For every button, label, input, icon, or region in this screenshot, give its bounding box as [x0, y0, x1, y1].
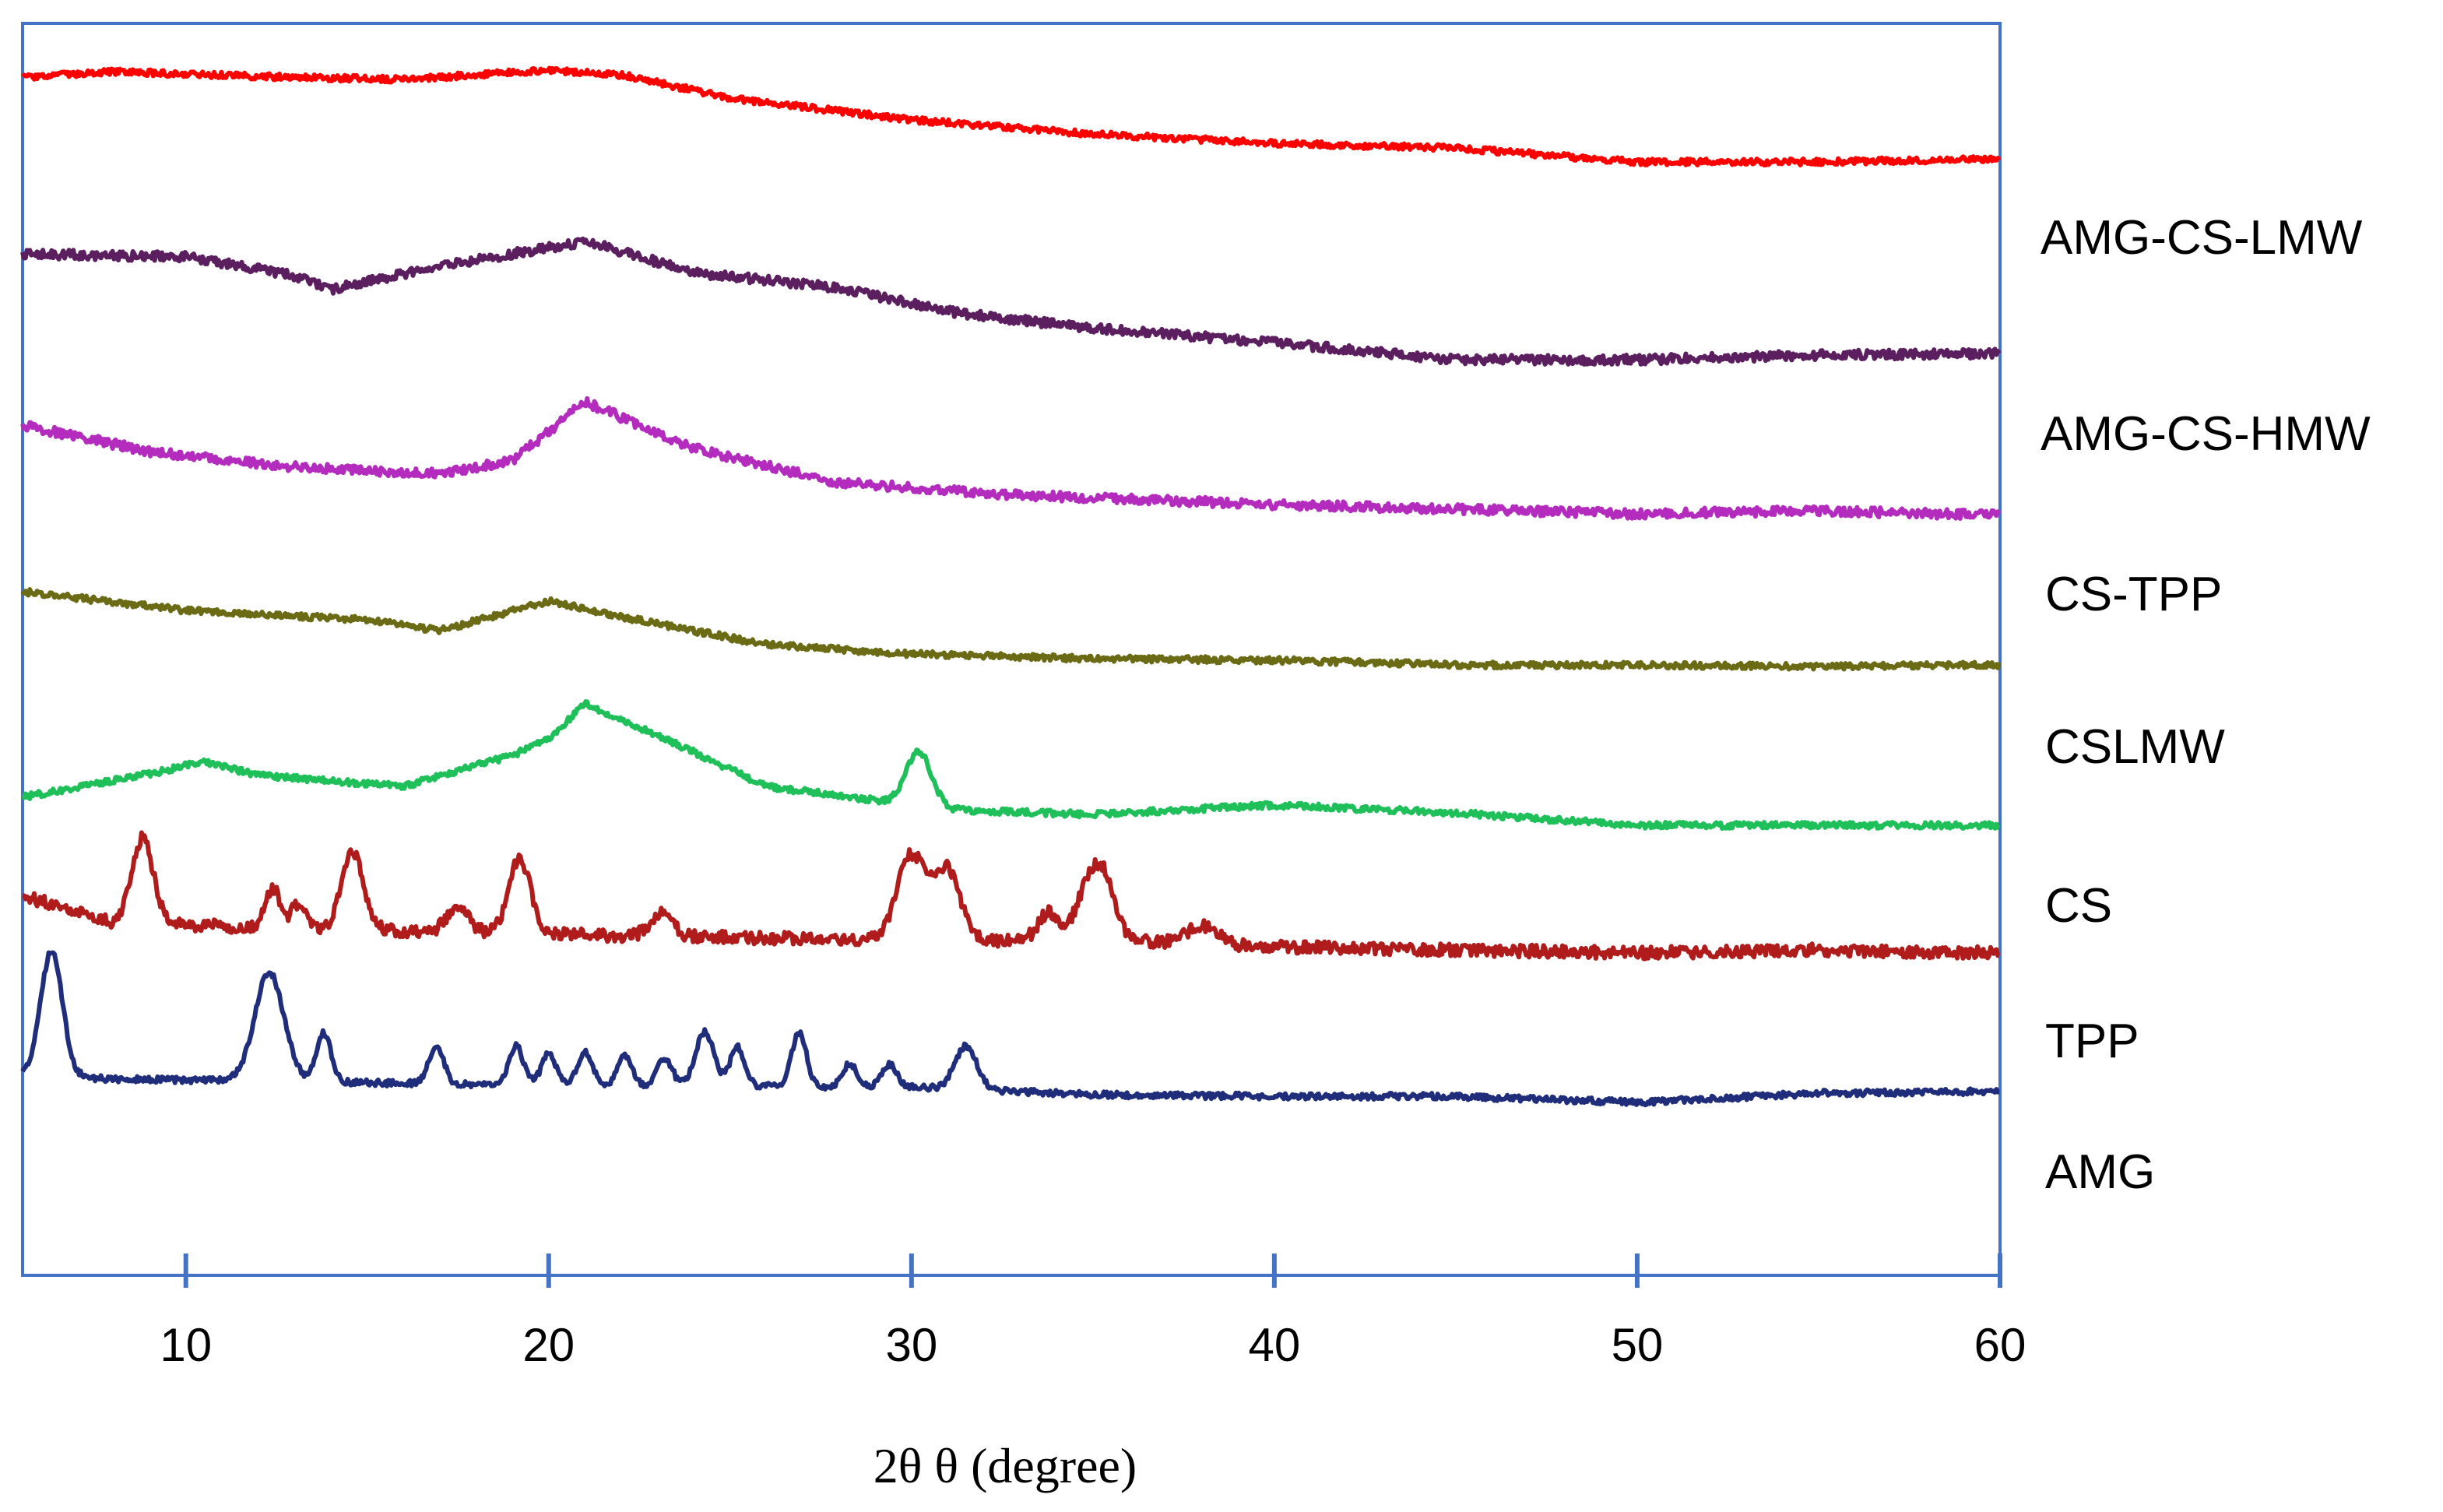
legend-label-cslmw: CSLMW [2045, 720, 2225, 774]
x-tick-label: 60 [1974, 1319, 2026, 1371]
x-tick-label: 40 [1249, 1319, 1301, 1371]
plot-frame [21, 22, 2002, 1277]
legend-label-cs: CS [2045, 879, 2112, 933]
x-tick-label: 20 [522, 1319, 575, 1371]
series-traces [20, 65, 2002, 1108]
series-line-cs-tpp [20, 396, 2002, 521]
series-line-cs [21, 699, 2001, 831]
series-line-amg-cs-hmw [20, 236, 2002, 367]
x-axis-ticks: 10 20 30 40 50 60 [160, 1254, 2026, 1371]
x-tick-label: 50 [1612, 1319, 1664, 1371]
x-tick-label: 30 [885, 1319, 937, 1371]
series-line-tpp [21, 830, 2001, 962]
x-tick-label: 10 [160, 1319, 212, 1371]
series-line-cslmw [20, 587, 2002, 672]
series-line-amg [20, 950, 2001, 1108]
legend-label-tpp: TPP [2045, 1014, 2139, 1068]
x-axis-title: 2θ θ (degree) [874, 1438, 1137, 1493]
legend-label-amg: AMG [2045, 1145, 2155, 1199]
legend-label-cs-tpp: CS-TPP [2045, 568, 2222, 621]
legend-label-amg-cs-lmw: AMG-CS-LMW [2041, 211, 2363, 265]
series-line-amg-cs-lmw [20, 65, 2002, 167]
series-labels: AMG-CS-LMW AMG-CS-HMW CS-TPP CSLMW CS TPP AMG [2041, 211, 2371, 1199]
legend-label-amg-cs-hmw: AMG-CS-HMW [2041, 407, 2371, 461]
